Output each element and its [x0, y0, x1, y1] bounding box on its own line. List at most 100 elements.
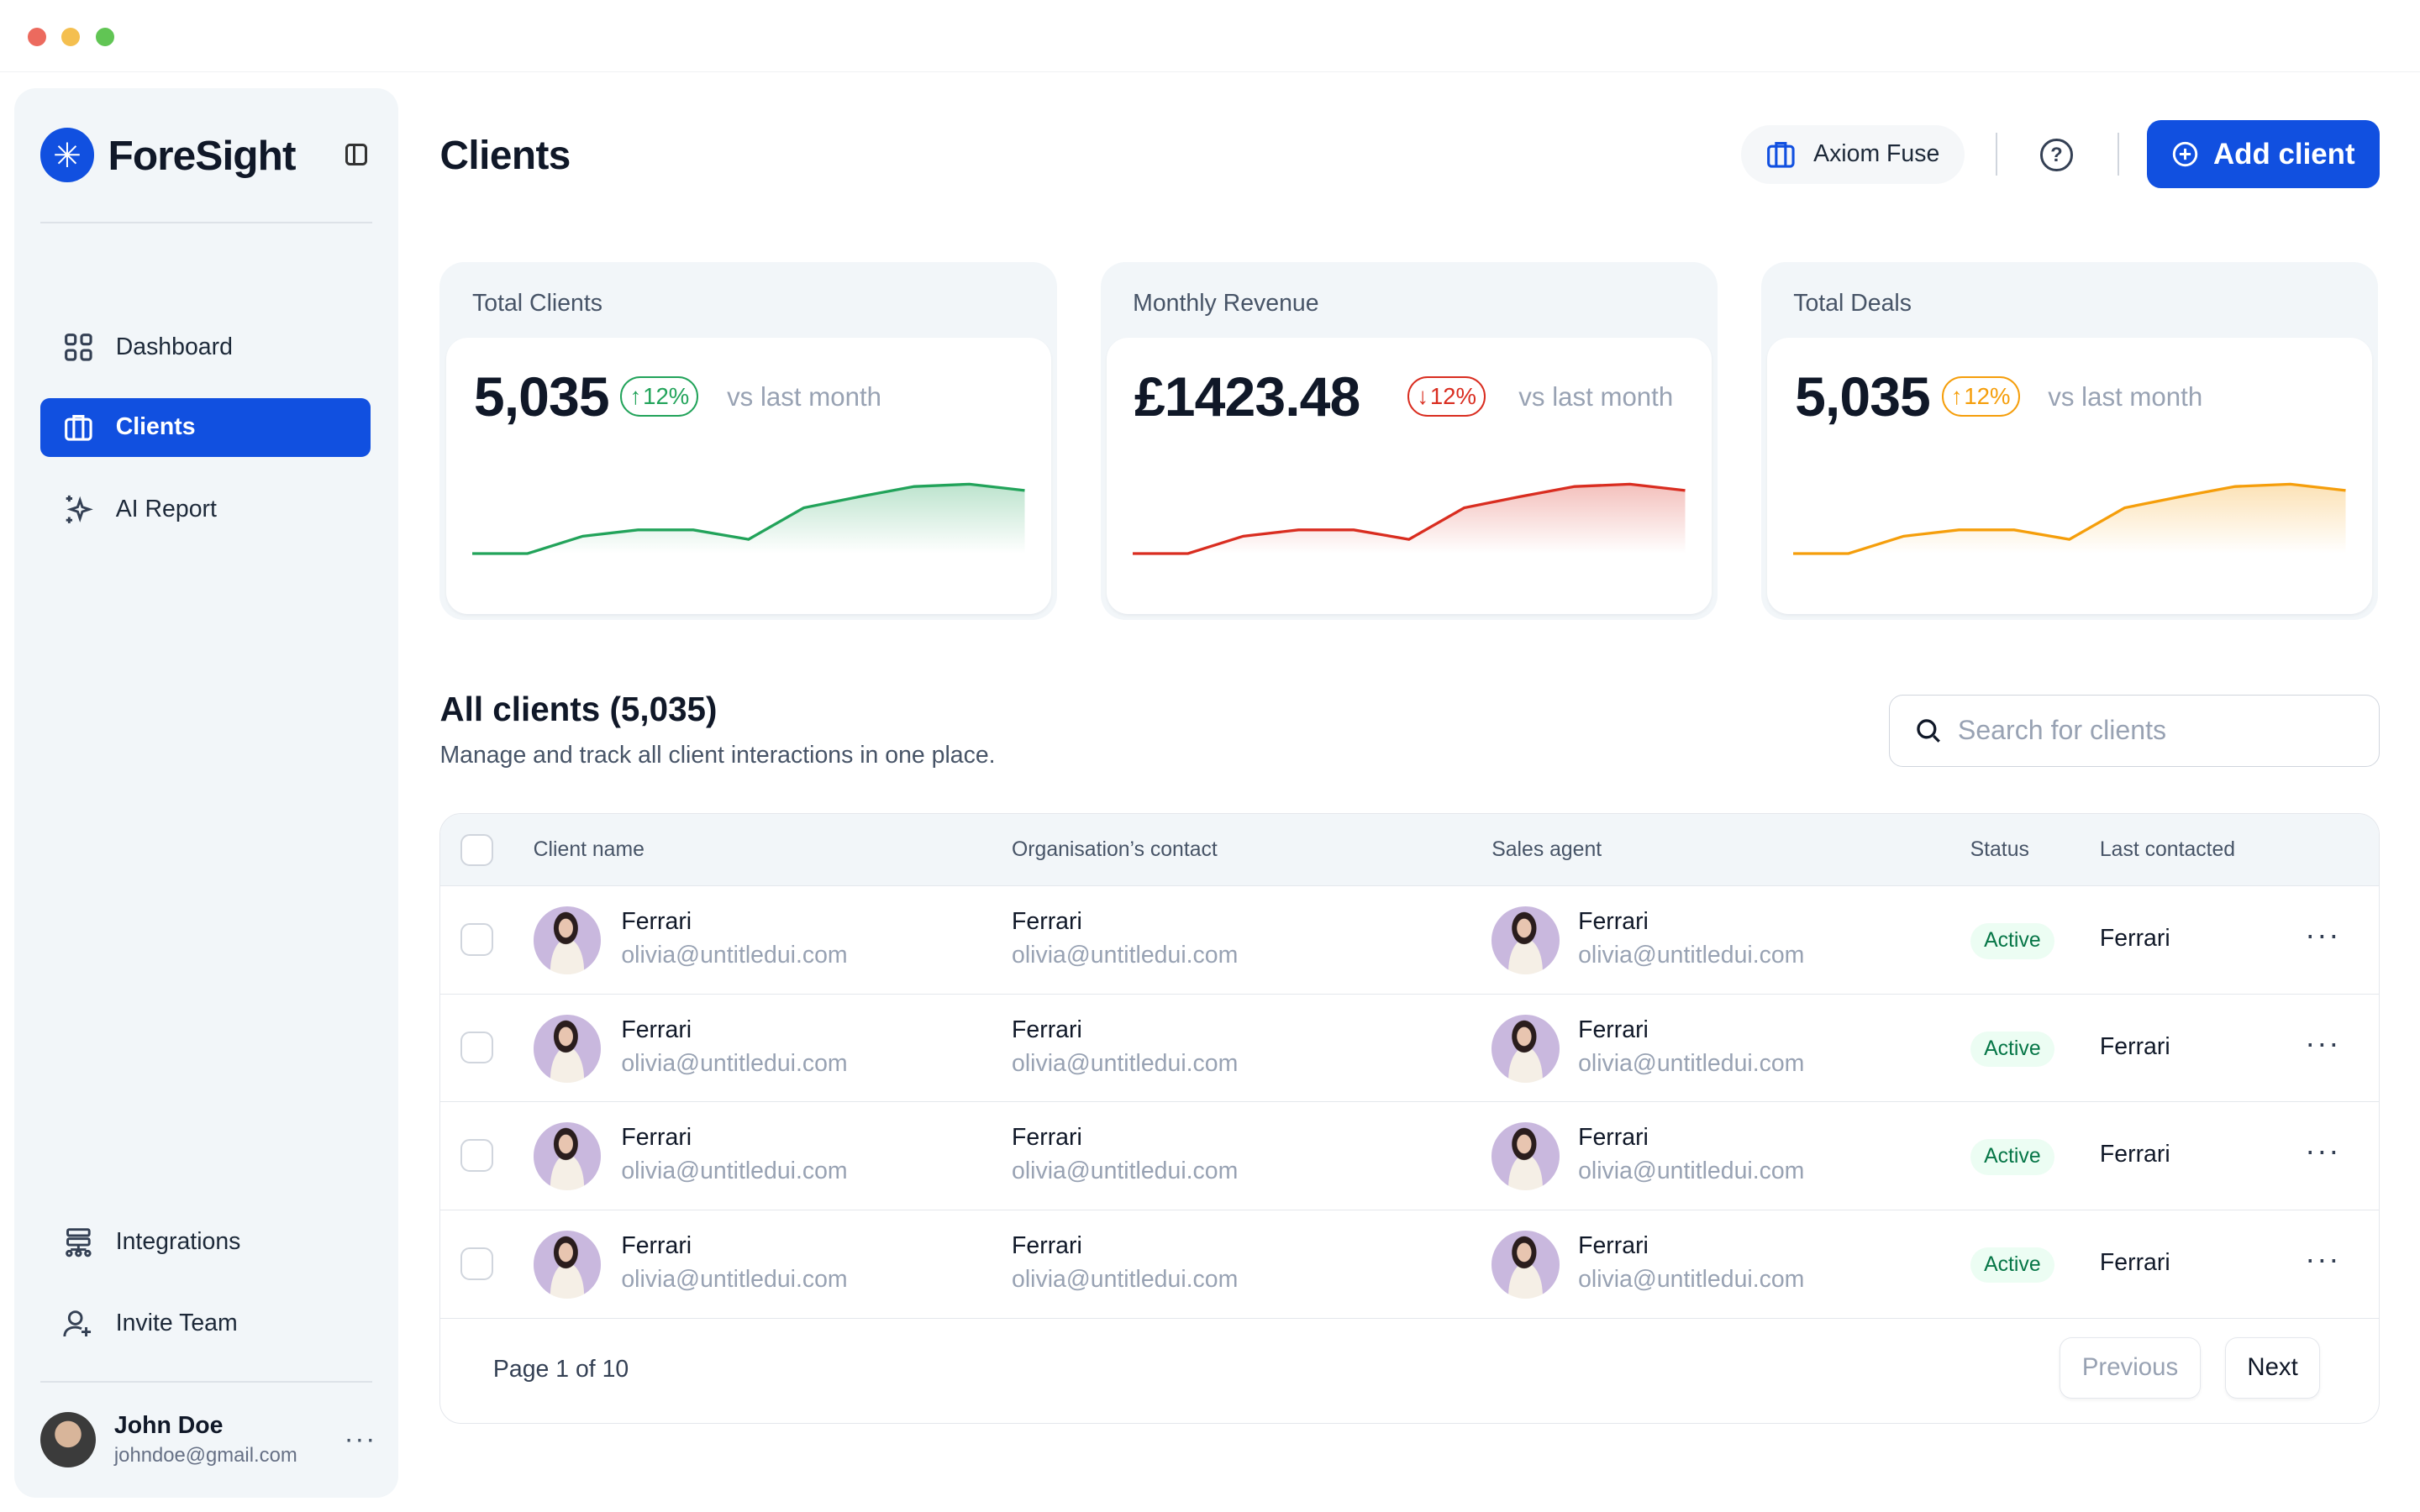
- arrow-down-icon: ↓: [1417, 383, 1429, 409]
- previous-button[interactable]: Previous: [2060, 1336, 2201, 1399]
- pagination: Page 1 of 10 Previous Next: [440, 1319, 2379, 1424]
- select-all-checkbox[interactable]: [460, 833, 493, 867]
- change-badge: ↓ 12%: [1407, 376, 1486, 417]
- help-icon[interactable]: ?: [2040, 139, 2073, 171]
- search-box[interactable]: [1889, 694, 2381, 767]
- comparison-label: vs last month: [1518, 382, 1674, 412]
- user-name: John Doe: [113, 1411, 224, 1439]
- row-checkbox[interactable]: [460, 1247, 493, 1280]
- sparkline-area: [472, 484, 1025, 554]
- card-value: £1423.48: [1134, 366, 1360, 429]
- avatar: [533, 1014, 602, 1083]
- last-contacted: Ferrari: [2099, 925, 2170, 953]
- window-titlebar: [0, 0, 2420, 73]
- client-email: olivia@untitledui.com: [621, 1049, 848, 1077]
- agent-name: Ferrari: [1578, 1231, 1649, 1259]
- page-indicator: Page 1 of 10: [492, 1355, 629, 1383]
- org-contact-email: olivia@untitledui.com: [1012, 1049, 1239, 1077]
- user-profile[interactable]: John Doe johndoe@gmail.com: [39, 1411, 297, 1468]
- sidebar-item-label: Dashboard: [115, 333, 233, 360]
- card-body: 5,035 ↑ 12% vs last month: [445, 338, 1051, 614]
- change-value: 12%: [643, 383, 690, 409]
- maximize-window-button[interactable]: [95, 28, 114, 47]
- app-name: ForeSight: [108, 131, 297, 179]
- client-name: Ferrari: [621, 1231, 692, 1259]
- section-subtitle: Manage and track all client interactions…: [439, 742, 996, 769]
- column-header[interactable]: Organisation’s contact: [1012, 838, 1218, 862]
- avatar: [1491, 1014, 1560, 1083]
- sidebar-item-invite-team[interactable]: Invite Team: [40, 1294, 371, 1353]
- avatar: [533, 906, 602, 974]
- stat-card: Monthly Revenue £1423.48 ↓ 12% vs last mo…: [1100, 262, 1718, 621]
- next-button[interactable]: Next: [2224, 1336, 2321, 1399]
- agent-email: olivia@untitledui.com: [1578, 1049, 1805, 1077]
- divider: [39, 1380, 372, 1383]
- org-contact-name: Ferrari: [1012, 1016, 1082, 1043]
- sidebar-item-clients[interactable]: Clients: [39, 397, 371, 457]
- sparkline-chart: [472, 483, 1025, 555]
- table-row[interactable]: Ferrari olivia@untitledui.com Ferrari ol…: [440, 995, 2380, 1103]
- sparkline-line: [1793, 483, 2346, 555]
- sparkline-chart: [1793, 483, 2346, 555]
- avatar: [1491, 1230, 1560, 1299]
- clients-table: Client name Organisation’s contact Sales…: [439, 812, 2381, 1425]
- sidebar-item-label: Clients: [115, 413, 196, 441]
- org-contact-name: Ferrari: [1012, 907, 1082, 935]
- row-checkbox[interactable]: [460, 1139, 493, 1173]
- client-email: olivia@untitledui.com: [621, 942, 848, 969]
- table-row[interactable]: Ferrari olivia@untitledui.com Ferrari ol…: [440, 886, 2380, 995]
- table-row[interactable]: Ferrari olivia@untitledui.com Ferrari ol…: [440, 1102, 2380, 1210]
- more-actions-icon[interactable]: ···: [2305, 1133, 2341, 1168]
- table-header: Client name Organisation’s contact Sales…: [440, 813, 2380, 887]
- more-actions-icon[interactable]: ···: [2305, 916, 2341, 952]
- table-row[interactable]: Ferrari olivia@untitledui.com Ferrari ol…: [440, 1210, 2380, 1319]
- client-name: Ferrari: [621, 907, 692, 935]
- status-badge: Active: [1970, 1031, 2055, 1068]
- logo[interactable]: ✳ ForeSight: [39, 128, 297, 182]
- arrow-up-icon: ↑: [1950, 383, 1963, 409]
- agent-name: Ferrari: [1578, 907, 1649, 935]
- search-icon: [1917, 719, 1941, 743]
- add-client-button[interactable]: Add client: [2146, 120, 2381, 189]
- divider: [2117, 132, 2119, 176]
- sidebar-toggle-icon[interactable]: [345, 143, 368, 165]
- sidebar-item-dashboard[interactable]: Dashboard: [40, 318, 371, 376]
- more-options-icon[interactable]: ···: [344, 1424, 377, 1456]
- divider: [39, 222, 372, 224]
- column-header[interactable]: Last contacted: [2099, 838, 2236, 862]
- asterisk-logo-icon: ✳: [39, 128, 95, 182]
- sidebar-item-ai-report[interactable]: AI Report: [40, 480, 371, 538]
- more-actions-icon[interactable]: ···: [2305, 1025, 2341, 1060]
- close-window-button[interactable]: [28, 28, 47, 47]
- column-header[interactable]: Client name: [533, 838, 644, 862]
- row-checkbox[interactable]: [460, 923, 493, 956]
- card-label: Total Clients: [472, 290, 602, 318]
- more-actions-icon[interactable]: ···: [2305, 1241, 2341, 1276]
- sparkline-chart: [1133, 483, 1686, 555]
- comparison-label: vs last month: [727, 382, 881, 412]
- search-input[interactable]: [1957, 715, 2344, 747]
- add-client-label: Add client: [2213, 137, 2355, 171]
- briefcase-icon: [65, 415, 92, 441]
- sidebar-item-label: Integrations: [115, 1228, 241, 1256]
- comparison-label: vs last month: [2048, 382, 2203, 412]
- column-header[interactable]: Status: [1970, 838, 2029, 862]
- organisation-name: Axiom Fuse: [1813, 140, 1940, 168]
- avatar: [533, 1230, 602, 1299]
- column-header[interactable]: Sales agent: [1491, 838, 1602, 862]
- row-checkbox[interactable]: [460, 1031, 493, 1064]
- sidebar: ✳ ForeSight Dashboard Clients AI Report …: [13, 87, 398, 1499]
- sidebar-item-integrations[interactable]: Integrations: [40, 1213, 371, 1272]
- sidebar-item-label: Invite Team: [115, 1310, 238, 1337]
- org-contact-email: olivia@untitledui.com: [1012, 942, 1239, 969]
- sparkline-area: [1133, 484, 1686, 554]
- card-value: 5,035: [1795, 366, 1931, 429]
- organisation-switcher[interactable]: Axiom Fuse: [1740, 124, 1965, 184]
- card-label: Monthly Revenue: [1133, 290, 1319, 318]
- minimize-window-button[interactable]: [61, 28, 81, 47]
- user-plus-icon: [63, 1310, 92, 1336]
- sparkline-area: [1793, 484, 2346, 554]
- card-body: 5,035 ↑ 12% vs last month: [1767, 338, 2372, 614]
- sidebar-item-label: AI Report: [115, 495, 217, 522]
- grid-icon: [65, 333, 92, 361]
